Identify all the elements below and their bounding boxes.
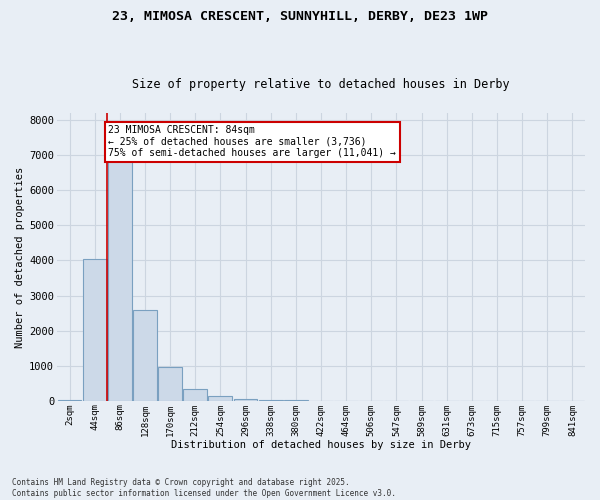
Text: Contains HM Land Registry data © Crown copyright and database right 2025.
Contai: Contains HM Land Registry data © Crown c… — [12, 478, 396, 498]
Bar — [233, 398, 257, 401]
Bar — [83, 258, 107, 401]
Title: Size of property relative to detached houses in Derby: Size of property relative to detached ho… — [132, 78, 510, 91]
Bar — [108, 134, 132, 401]
Y-axis label: Number of detached properties: Number of detached properties — [15, 166, 25, 348]
Bar — [158, 368, 182, 401]
Bar — [208, 396, 232, 401]
Bar — [133, 310, 157, 401]
Text: 23, MIMOSA CRESCENT, SUNNYHILL, DERBY, DE23 1WP: 23, MIMOSA CRESCENT, SUNNYHILL, DERBY, D… — [112, 10, 488, 23]
Bar — [259, 400, 283, 401]
X-axis label: Distribution of detached houses by size in Derby: Distribution of detached houses by size … — [171, 440, 471, 450]
Bar — [184, 388, 207, 401]
Bar — [58, 400, 82, 401]
Text: 23 MIMOSA CRESCENT: 84sqm
← 25% of detached houses are smaller (3,736)
75% of se: 23 MIMOSA CRESCENT: 84sqm ← 25% of detac… — [109, 126, 397, 158]
